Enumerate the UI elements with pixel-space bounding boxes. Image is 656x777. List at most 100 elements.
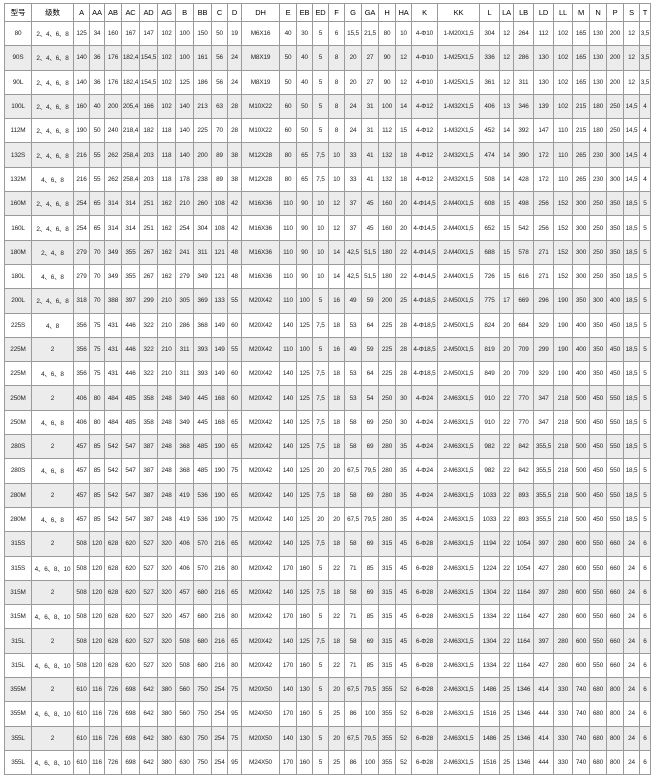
- table-cell: 42: [227, 215, 242, 241]
- table-cell: 446: [121, 336, 140, 363]
- table-cell: 108: [211, 191, 228, 217]
- table-cell: 36: [89, 69, 105, 95]
- table-cell: 508: [175, 628, 194, 654]
- table-cell: 70: [211, 118, 228, 144]
- table-cell: 25: [499, 725, 514, 751]
- table-cell: 431: [104, 336, 122, 363]
- table-cell: 140: [279, 725, 297, 751]
- table-cell: 22: [328, 604, 345, 630]
- table-cell: 100: [296, 336, 313, 363]
- table-cell: 350: [606, 215, 624, 241]
- table-cell: 2-M40X1,5: [437, 191, 480, 217]
- table-cell: 628: [104, 604, 122, 630]
- table-cell: 53: [344, 361, 362, 387]
- table-cell: 25: [395, 288, 412, 314]
- table-cell: 652: [479, 215, 500, 241]
- table-cell: 18: [328, 531, 345, 557]
- table-cell: 355M: [4, 701, 32, 727]
- table-cell: 355L: [4, 749, 32, 776]
- table-cell: 34: [89, 20, 105, 47]
- table-cell: 800: [606, 701, 624, 727]
- table-cell: 500: [572, 385, 590, 411]
- table-cell: 14,5: [623, 142, 640, 168]
- table-cell: 40: [279, 20, 297, 47]
- table-cell: 1346: [513, 701, 534, 727]
- table-cell: 355: [378, 725, 396, 751]
- table-cell: 250: [589, 215, 607, 241]
- table-cell: 2-M40X1,5: [437, 239, 480, 265]
- table-cell: 218: [553, 434, 573, 460]
- table-row: 225M 2 356 75 431 446 322 210 311 393 149 55 M20X42 1…: [4, 336, 651, 363]
- table-cell: 349: [104, 239, 122, 265]
- table-cell: 180: [378, 263, 396, 290]
- table-cell: 213: [193, 93, 212, 120]
- table-cell: 65: [296, 166, 313, 193]
- table-cell: 22: [499, 604, 514, 630]
- table-cell: M6X16: [241, 20, 280, 47]
- table-cell: 6: [639, 579, 651, 606]
- table-cell: 300: [572, 263, 590, 290]
- table-cell: 265: [572, 142, 590, 168]
- table-cell: 167: [121, 20, 140, 47]
- table-cell: 22: [499, 506, 514, 533]
- table-cell: 508: [73, 652, 90, 679]
- table-cell: 130: [533, 45, 554, 71]
- table-cell: 397: [121, 288, 140, 314]
- table-cell: 42: [227, 191, 242, 217]
- table-cell: 347: [533, 385, 554, 411]
- table-cell: 20: [344, 69, 362, 95]
- table-cell: 118: [157, 118, 176, 144]
- table-cell: 355M: [4, 677, 32, 703]
- table-cell: 2: [31, 725, 74, 751]
- table-cell: 1346: [513, 677, 534, 703]
- table-cell: 24: [227, 69, 242, 95]
- table-cell: 45: [361, 191, 379, 217]
- table-cell: 225: [378, 336, 396, 363]
- table-cell: 48: [227, 263, 242, 290]
- table-cell: 450: [589, 434, 607, 460]
- table-cell: 140: [279, 361, 297, 387]
- table-cell: 20: [328, 677, 345, 703]
- table-cell: 225S: [4, 312, 32, 338]
- table-cell: 684: [513, 312, 534, 338]
- table-cell: 450: [589, 458, 607, 484]
- table-cell: 550: [589, 628, 607, 654]
- table-cell: 112: [378, 118, 396, 144]
- table-row: 80 2、4、6、8 125 34 160 167 147 102 100 150 50 19 M6X1…: [4, 20, 651, 47]
- table-cell: 5: [639, 385, 651, 411]
- table-cell: 680: [589, 701, 607, 727]
- table-cell: 271: [533, 239, 554, 265]
- table-cell: 2、4、6、8: [31, 191, 74, 217]
- table-cell: 6: [328, 20, 345, 47]
- table-cell: 52: [395, 749, 412, 776]
- table-cell: 414: [533, 677, 554, 703]
- table-cell: 305: [175, 288, 194, 314]
- table-cell: 65: [89, 215, 105, 241]
- table-cell: 248: [157, 434, 176, 460]
- table-cell: 130: [589, 45, 607, 71]
- table-cell: 38: [227, 142, 242, 168]
- column-header: S: [623, 3, 640, 22]
- table-row: 180M 2、4、8 279 70 349 355 267 162 241 311 121 48 M16…: [4, 239, 651, 265]
- table-cell: 218: [553, 506, 573, 533]
- table-cell: 740: [572, 725, 590, 751]
- table-cell: 35: [395, 458, 412, 484]
- table-cell: 750: [193, 677, 212, 703]
- table-cell: 64: [361, 312, 379, 338]
- table-cell: 75: [227, 458, 242, 484]
- table-cell: 149: [211, 361, 228, 387]
- table-cell: 24: [623, 749, 640, 776]
- table-cell: 160: [296, 701, 313, 727]
- table-cell: 300: [572, 215, 590, 241]
- table-cell: 457: [175, 604, 194, 630]
- table-cell: 52: [395, 701, 412, 727]
- table-cell: 58: [344, 628, 362, 654]
- table-cell: 85: [89, 506, 105, 533]
- table-cell: 18,5: [623, 458, 640, 484]
- table-cell: 240: [104, 118, 122, 144]
- table-cell: 5: [639, 215, 651, 241]
- table-cell: 315: [378, 555, 396, 581]
- table-cell: 356: [73, 336, 90, 363]
- table-cell: 139: [533, 93, 554, 120]
- table-cell: 4: [639, 166, 651, 193]
